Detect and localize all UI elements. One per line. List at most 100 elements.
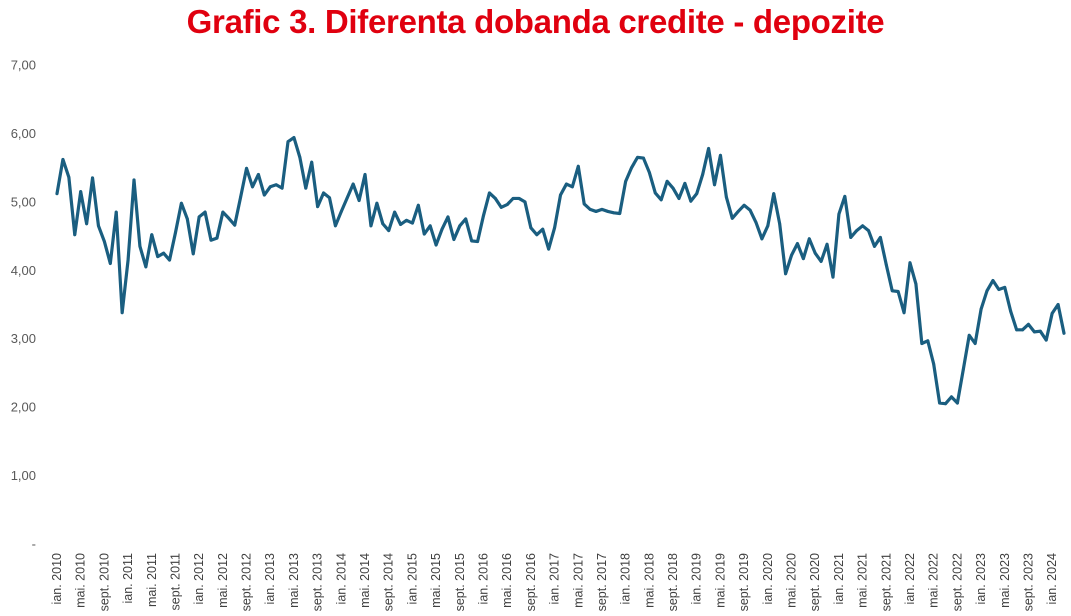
data-point bbox=[719, 153, 722, 157]
data-point bbox=[724, 195, 728, 199]
x-tick-label: mai. 2011 bbox=[145, 553, 159, 607]
data-point bbox=[114, 210, 118, 214]
data-point bbox=[85, 222, 89, 226]
data-point bbox=[102, 240, 106, 243]
data-point bbox=[422, 232, 426, 236]
y-tick-label: 5,00 bbox=[11, 194, 36, 209]
data-point bbox=[345, 196, 349, 200]
data-point bbox=[197, 215, 201, 219]
data-point bbox=[825, 242, 829, 246]
data-point bbox=[849, 236, 853, 239]
data-point bbox=[393, 210, 397, 214]
data-point bbox=[938, 401, 942, 405]
x-tick-label: ian. 2019 bbox=[690, 553, 704, 604]
data-point bbox=[1003, 285, 1007, 289]
data-point bbox=[973, 342, 977, 345]
data-point bbox=[357, 199, 361, 202]
x-tick-label: sept. 2020 bbox=[808, 553, 822, 611]
data-point bbox=[363, 173, 367, 176]
data-point bbox=[790, 253, 793, 257]
data-point bbox=[855, 229, 859, 233]
y-tick-label: 3,00 bbox=[11, 331, 36, 346]
data-point bbox=[914, 282, 918, 286]
data-point bbox=[156, 255, 160, 258]
data-point bbox=[523, 200, 527, 204]
data-point bbox=[168, 258, 171, 262]
data-point bbox=[482, 214, 485, 217]
data-point bbox=[967, 333, 971, 337]
data-point bbox=[588, 207, 592, 211]
x-tick-label: ian. 2011 bbox=[121, 553, 135, 604]
data-point bbox=[416, 203, 420, 207]
data-point bbox=[132, 178, 136, 182]
x-tick-label: mai. 2015 bbox=[429, 553, 443, 608]
y-tick-label: 7,00 bbox=[11, 58, 36, 73]
data-point bbox=[215, 236, 219, 240]
data-point bbox=[452, 238, 456, 241]
x-tick-label: ian. 2023 bbox=[974, 553, 988, 604]
data-point bbox=[499, 205, 503, 209]
data-point bbox=[559, 193, 562, 197]
y-tick-label: - bbox=[32, 537, 36, 552]
data-point bbox=[902, 311, 906, 315]
data-point bbox=[411, 221, 414, 225]
x-tick-label: mai. 2016 bbox=[500, 553, 514, 608]
x-tick-label: mai. 2012 bbox=[216, 553, 230, 608]
data-point bbox=[1015, 328, 1019, 332]
x-tick-label: mai. 2010 bbox=[74, 553, 88, 608]
data-point bbox=[624, 179, 628, 183]
data-point bbox=[67, 175, 71, 179]
data-point bbox=[884, 263, 888, 267]
x-tick-label: ian. 2017 bbox=[548, 553, 562, 604]
data-point bbox=[434, 243, 438, 247]
data-point bbox=[796, 242, 799, 246]
data-point bbox=[529, 226, 533, 230]
data-point bbox=[772, 192, 776, 196]
data-point bbox=[505, 203, 509, 206]
data-point bbox=[695, 192, 699, 196]
data-point bbox=[701, 173, 705, 176]
data-point bbox=[742, 203, 746, 207]
data-point bbox=[932, 362, 936, 366]
data-point bbox=[310, 160, 314, 164]
x-tick-label: sept. 2018 bbox=[666, 553, 680, 611]
data-point bbox=[766, 224, 770, 228]
data-point bbox=[612, 211, 616, 215]
data-point bbox=[79, 190, 83, 193]
data-point bbox=[464, 217, 468, 221]
data-point bbox=[61, 158, 65, 161]
data-point bbox=[209, 238, 213, 242]
data-point bbox=[955, 401, 959, 405]
data-point bbox=[831, 275, 835, 279]
x-tick-label: mai. 2021 bbox=[856, 553, 870, 608]
x-tick-label: sept. 2023 bbox=[1021, 553, 1035, 611]
x-tick-label: mai. 2020 bbox=[785, 553, 799, 608]
data-point bbox=[488, 191, 491, 195]
data-point bbox=[920, 342, 924, 345]
x-tick-label: sept. 2021 bbox=[879, 553, 893, 611]
data-point bbox=[642, 156, 645, 160]
data-point bbox=[227, 216, 231, 220]
x-tick-label: mai. 2013 bbox=[287, 553, 301, 608]
data-point bbox=[926, 339, 930, 343]
x-tick-label: ian. 2022 bbox=[903, 553, 917, 604]
x-tick-label: ian. 2010 bbox=[50, 553, 64, 604]
x-tick-label: mai. 2022 bbox=[927, 553, 941, 608]
data-point bbox=[594, 210, 598, 213]
data-point bbox=[707, 147, 710, 150]
data-point bbox=[162, 251, 166, 255]
data-point bbox=[179, 201, 183, 205]
data-point bbox=[535, 233, 539, 237]
y-tick-label: 1,00 bbox=[11, 468, 36, 483]
data-point bbox=[1062, 331, 1066, 335]
data-point bbox=[381, 222, 385, 226]
data-point bbox=[659, 198, 663, 202]
x-tick-label: sept. 2015 bbox=[453, 553, 467, 611]
data-point bbox=[150, 233, 154, 237]
x-tick-label: ian. 2024 bbox=[1045, 553, 1059, 604]
x-tick-label: sept. 2017 bbox=[595, 553, 609, 611]
data-point bbox=[541, 227, 545, 231]
x-tick-label: sept. 2013 bbox=[311, 553, 325, 611]
